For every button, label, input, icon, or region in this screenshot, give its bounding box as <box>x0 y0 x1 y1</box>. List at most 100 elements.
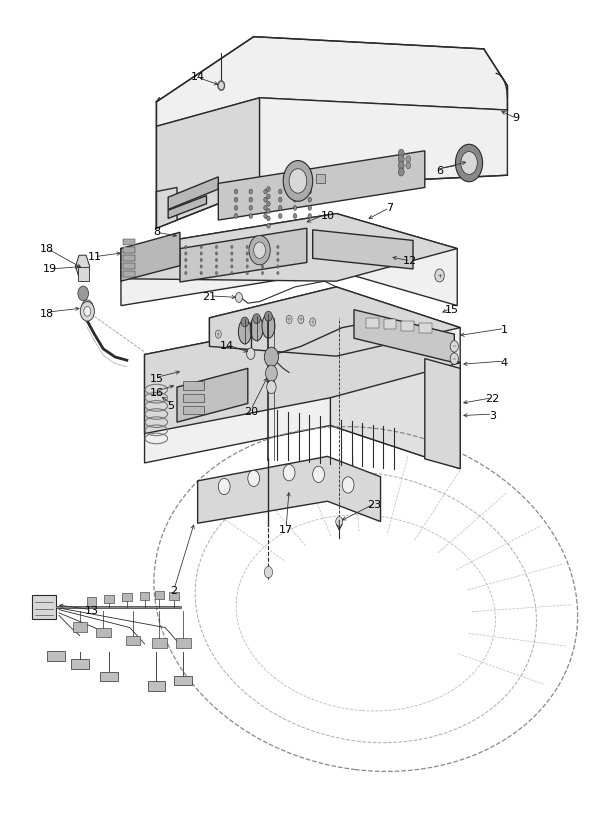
Circle shape <box>231 258 233 262</box>
Circle shape <box>264 205 267 210</box>
Text: 7: 7 <box>386 203 393 213</box>
Circle shape <box>81 300 93 316</box>
Circle shape <box>283 465 295 481</box>
Circle shape <box>293 189 297 194</box>
Text: 13: 13 <box>84 606 99 616</box>
Circle shape <box>185 271 187 275</box>
Circle shape <box>267 209 270 214</box>
Polygon shape <box>177 368 248 422</box>
Text: 1: 1 <box>501 325 508 335</box>
Circle shape <box>261 271 264 275</box>
Text: 2: 2 <box>171 586 178 596</box>
Circle shape <box>435 269 444 282</box>
Circle shape <box>278 205 282 210</box>
Circle shape <box>246 245 248 249</box>
Polygon shape <box>425 359 460 469</box>
Polygon shape <box>145 318 460 469</box>
Circle shape <box>215 271 218 275</box>
Bar <box>123 271 135 277</box>
Circle shape <box>247 348 255 359</box>
Text: 6: 6 <box>436 166 443 176</box>
Bar <box>96 628 111 637</box>
Text: 9: 9 <box>513 113 520 123</box>
Circle shape <box>308 205 312 210</box>
Bar <box>176 638 191 648</box>
Bar <box>183 381 204 390</box>
Polygon shape <box>156 37 507 126</box>
Text: 21: 21 <box>202 293 217 302</box>
Circle shape <box>78 286 88 301</box>
Text: 5: 5 <box>168 401 175 411</box>
Bar <box>71 659 88 669</box>
Circle shape <box>406 156 411 162</box>
Circle shape <box>200 245 202 249</box>
Circle shape <box>264 197 267 202</box>
Circle shape <box>185 252 187 255</box>
Circle shape <box>231 245 233 249</box>
Polygon shape <box>121 214 457 281</box>
Circle shape <box>267 201 270 206</box>
Circle shape <box>261 252 264 255</box>
Bar <box>174 676 192 685</box>
Circle shape <box>234 197 238 202</box>
Circle shape <box>200 252 202 255</box>
Circle shape <box>185 245 187 249</box>
Text: 17: 17 <box>279 525 293 535</box>
Circle shape <box>266 365 277 381</box>
Polygon shape <box>180 228 307 282</box>
Circle shape <box>267 187 270 192</box>
Circle shape <box>461 152 477 174</box>
Polygon shape <box>121 214 457 306</box>
Polygon shape <box>168 196 206 218</box>
Circle shape <box>267 381 276 394</box>
Circle shape <box>278 197 282 202</box>
Circle shape <box>231 265 233 268</box>
Circle shape <box>398 149 404 157</box>
Bar <box>87 597 96 606</box>
Circle shape <box>261 245 264 249</box>
Bar <box>169 592 179 600</box>
Circle shape <box>267 216 270 221</box>
Circle shape <box>235 293 242 302</box>
Text: 19: 19 <box>43 264 57 274</box>
Circle shape <box>215 330 221 338</box>
Polygon shape <box>260 98 507 187</box>
Polygon shape <box>354 310 454 363</box>
Text: 15: 15 <box>444 305 458 315</box>
Ellipse shape <box>262 314 275 338</box>
Circle shape <box>342 477 354 493</box>
Circle shape <box>450 341 458 352</box>
Circle shape <box>277 252 279 255</box>
Ellipse shape <box>250 316 263 341</box>
Bar <box>183 406 204 414</box>
Text: 3: 3 <box>489 411 496 421</box>
Circle shape <box>308 214 312 218</box>
Bar <box>47 651 65 661</box>
Circle shape <box>267 194 270 199</box>
Text: 23: 23 <box>368 500 382 510</box>
Bar <box>126 636 140 645</box>
Circle shape <box>264 566 273 578</box>
Text: 11: 11 <box>87 252 101 262</box>
Polygon shape <box>198 456 381 523</box>
Circle shape <box>293 214 297 218</box>
Circle shape <box>277 245 279 249</box>
Circle shape <box>231 271 233 275</box>
Circle shape <box>264 214 267 218</box>
Bar <box>123 263 135 269</box>
Bar <box>316 174 325 183</box>
Text: 12: 12 <box>403 256 417 266</box>
Circle shape <box>254 242 266 258</box>
Circle shape <box>200 265 202 268</box>
Bar <box>123 247 135 253</box>
Bar <box>384 319 396 329</box>
Circle shape <box>185 258 187 262</box>
Circle shape <box>293 197 297 202</box>
Polygon shape <box>218 151 425 220</box>
Circle shape <box>246 252 248 255</box>
Bar <box>123 255 135 261</box>
Circle shape <box>246 258 248 262</box>
Circle shape <box>277 258 279 262</box>
Bar <box>366 318 379 328</box>
Circle shape <box>308 197 312 202</box>
